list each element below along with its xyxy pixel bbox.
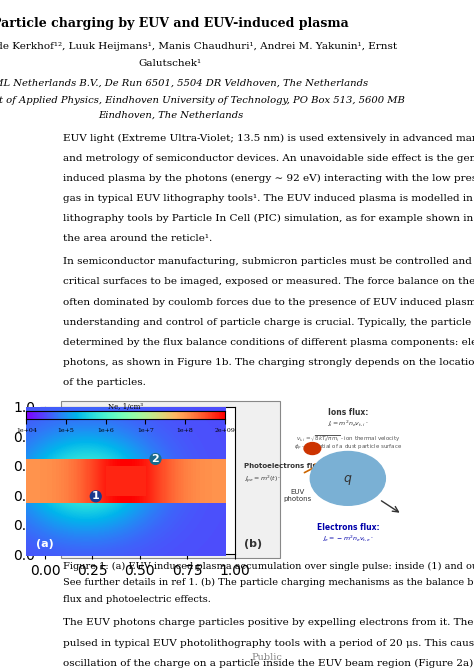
Text: The EUV photons charge particles positive by expelling electrons from it. The EU: The EUV photons charge particles positiv…: [63, 618, 474, 628]
FancyBboxPatch shape: [61, 401, 280, 558]
Text: critical surfaces to be imaged, exposed or measured. The force balance on these : critical surfaces to be imaged, exposed …: [63, 277, 474, 287]
Text: $J_{pe} = m^2(t) \cdot$: $J_{pe} = m^2(t) \cdot$: [244, 474, 281, 486]
Text: ¹ ASML Netherlands B.V., De Run 6501, 5504 DR Veldhoven, The Netherlands: ¹ ASML Netherlands B.V., De Run 6501, 55…: [0, 79, 368, 88]
Text: Mark van de Kerkhof¹², Luuk Heijmans¹, Manis Chaudhuri¹, Andrei M. Yakunin¹, Ern: Mark van de Kerkhof¹², Luuk Heijmans¹, M…: [0, 42, 398, 51]
Text: EUV light (Extreme Ultra-Violet; 13.5 nm) is used extensively in advanced manufa: EUV light (Extreme Ultra-Violet; 13.5 nm…: [63, 134, 474, 143]
Text: EUV
photons: EUV photons: [283, 489, 312, 502]
Text: determined by the flux balance conditions of different plasma components: electr: determined by the flux balance condition…: [63, 338, 474, 346]
Text: See further details in ref 1. (b) The particle charging mechanisms as the balanc: See further details in ref 1. (b) The pa…: [63, 578, 474, 588]
Text: Public: Public: [252, 653, 283, 662]
Circle shape: [310, 452, 385, 505]
Text: $J_i = m^2 n_e v_{t,i} \cdot$: $J_i = m^2 n_e v_{t,i} \cdot$: [327, 419, 369, 428]
Text: Galutschek¹: Galutschek¹: [139, 59, 202, 68]
Text: (b): (b): [244, 539, 262, 549]
Text: oscillation of the charge on a particle inside the EUV beam region (Figure 2a). : oscillation of the charge on a particle …: [63, 659, 474, 668]
Text: often dominated by coulomb forces due to the presence of EUV induced plasma. The: often dominated by coulomb forces due to…: [63, 297, 474, 307]
Text: Figure 1: (a) EUV induced plasma accumulation over single pulse: inside (1) and : Figure 1: (a) EUV induced plasma accumul…: [63, 561, 474, 571]
Text: lithography tools by Particle In Cell (PIC) simulation, as for example shown in : lithography tools by Particle In Cell (P…: [63, 214, 474, 223]
Text: ² Department of Applied Physics, Eindhoven University of Technology, PO Box 513,: ² Department of Applied Physics, Eindhov…: [0, 96, 405, 105]
Text: Electrons flux:: Electrons flux:: [317, 523, 379, 532]
Text: $\phi_p$ - potential of a dust particle surface: $\phi_p$ - potential of a dust particle …: [294, 443, 402, 453]
Text: induced plasma by the photons (energy ∼ 92 eV) interacting with the low pressure: induced plasma by the photons (energy ∼ …: [63, 174, 474, 183]
Text: Photoelectrons flux:: Photoelectrons flux:: [244, 464, 324, 470]
Text: the area around the reticle¹.: the area around the reticle¹.: [63, 234, 212, 243]
Text: Eindhoven, The Netherlands: Eindhoven, The Netherlands: [98, 111, 243, 119]
Text: gas in typical EUV lithography tools¹. The EUV induced plasma is modelled in the: gas in typical EUV lithography tools¹. T…: [63, 194, 474, 203]
Text: photons, as shown in Figure 1b. The charging strongly depends on the location, t: photons, as shown in Figure 1b. The char…: [63, 358, 474, 366]
Circle shape: [304, 443, 321, 454]
Text: (a): (a): [36, 539, 54, 549]
Text: $v_{t,i} = \sqrt{8kT_i/\pi m_i}$ - ion thermal velocity: $v_{t,i} = \sqrt{8kT_i/\pi m_i}$ - ion t…: [295, 433, 400, 444]
Text: understanding and control of particle charge is crucial. Typically, the particle: understanding and control of particle ch…: [63, 318, 474, 326]
Text: 1: 1: [92, 491, 100, 501]
Title: Ne, 1/cm³: Ne, 1/cm³: [108, 403, 143, 411]
Text: and metrology of semiconductor devices. An unavoidable side effect is the genera: and metrology of semiconductor devices. …: [63, 154, 474, 163]
Text: 2: 2: [152, 454, 159, 464]
Text: flux and photoelectric effects.: flux and photoelectric effects.: [63, 595, 211, 604]
Text: Ions flux:: Ions flux:: [328, 408, 368, 417]
Text: q: q: [344, 472, 352, 485]
Text: Particle charging by EUV and EUV-induced plasma: Particle charging by EUV and EUV-induced…: [0, 17, 349, 29]
Text: $J_e = -m^2 n_e v_{t,e} \cdot$: $J_e = -m^2 n_e v_{t,e} \cdot$: [322, 534, 374, 543]
Text: of the particles.: of the particles.: [63, 378, 146, 387]
Text: pulsed in typical EUV photolithography tools with a period of 20 μs. This causes: pulsed in typical EUV photolithography t…: [63, 639, 474, 647]
Text: In semiconductor manufacturing, submicron particles must be controlled and kept : In semiconductor manufacturing, submicro…: [63, 257, 474, 267]
